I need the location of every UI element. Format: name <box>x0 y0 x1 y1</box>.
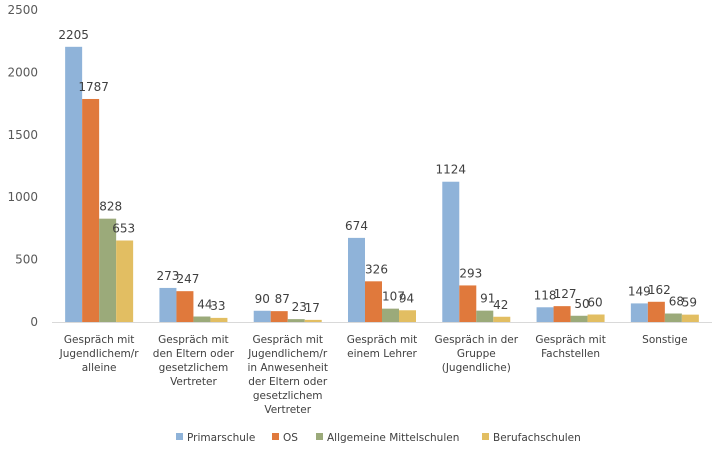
data-label: 17 <box>305 301 320 315</box>
bar <box>99 218 117 322</box>
category-label: Gespräch mit einem Lehrer <box>347 334 418 360</box>
bar <box>116 240 134 322</box>
data-label: 68 <box>669 295 684 309</box>
category-labels: Gespräch mit Jugendlichem/r alleine Gespräc… <box>59 334 688 416</box>
bar <box>681 314 699 322</box>
y-tick-label: 1000 <box>7 190 38 204</box>
data-label: 247 <box>176 272 199 286</box>
bar <box>304 319 322 322</box>
data-label: 90 <box>255 292 270 306</box>
legend-swatch <box>482 433 489 440</box>
legend: Primarschule OS Allgemeine Mittelschulen Be… <box>176 432 581 444</box>
legend-label: OS <box>283 432 298 444</box>
data-label: 273 <box>156 269 179 283</box>
data-label: 42 <box>493 298 508 312</box>
data-label: 1124 <box>436 163 467 177</box>
bar <box>348 237 365 322</box>
data-label: 293 <box>459 266 482 280</box>
bar <box>476 310 494 322</box>
bar <box>82 98 100 323</box>
bars <box>65 46 699 323</box>
category-label: Gespräch mit Jugendlichem/r in Anwesenheit… <box>247 334 328 416</box>
legend-label: Primarschule <box>187 432 255 444</box>
bar <box>270 311 288 322</box>
bar <box>459 285 477 322</box>
legend-label: Allgemeine Mittelschulen <box>327 432 459 444</box>
bar <box>493 316 511 322</box>
data-label: 94 <box>399 291 414 305</box>
data-label: 326 <box>365 262 388 276</box>
bar <box>442 181 460 322</box>
data-label: 162 <box>648 283 671 297</box>
bar <box>287 319 305 322</box>
bar <box>647 301 665 322</box>
bar <box>570 315 588 322</box>
category-label: Sonstige <box>642 334 687 346</box>
legend-swatch <box>316 433 323 440</box>
y-tick-label: 2500 <box>7 3 38 17</box>
data-label: 59 <box>682 296 697 310</box>
category-label: Gespräch mit den Eltern oder gesetzlichem V… <box>153 334 235 388</box>
y-tick-label: 1500 <box>7 128 38 142</box>
bar <box>664 313 682 322</box>
data-label: 50 <box>574 297 589 311</box>
bar <box>382 308 399 322</box>
bar <box>587 314 605 322</box>
bar <box>176 291 194 322</box>
bar <box>210 317 228 322</box>
data-label: 1787 <box>78 80 109 94</box>
y-axis-ticks: 0 500 1000 1500 2000 2500 <box>7 3 38 329</box>
data-label: 107 <box>382 290 405 304</box>
legend-swatch <box>176 433 183 440</box>
data-label: 674 <box>345 219 368 233</box>
bar <box>399 310 416 322</box>
bar <box>536 307 554 322</box>
bar <box>159 287 177 322</box>
category-label: Gespräch mit Jugendlichem/r alleine <box>59 334 140 374</box>
data-label: 2205 <box>58 28 89 42</box>
bar <box>65 46 83 322</box>
bar <box>365 281 382 322</box>
y-tick-label: 0 <box>30 315 38 329</box>
data-label: 828 <box>99 200 122 214</box>
data-label: 127 <box>554 287 577 301</box>
data-label: 91 <box>480 292 495 306</box>
legend-swatch <box>272 433 279 440</box>
bar <box>193 316 211 322</box>
data-label: 149 <box>628 284 651 298</box>
data-label: 87 <box>275 292 290 306</box>
y-tick-label: 500 <box>15 253 38 267</box>
data-label: 118 <box>534 288 557 302</box>
legend-label: Berufachschulen <box>493 432 581 444</box>
y-tick-label: 2000 <box>7 65 38 79</box>
data-label: 653 <box>112 222 135 236</box>
data-label: 23 <box>292 300 307 314</box>
data-label: 44 <box>197 298 212 312</box>
bar <box>253 310 271 322</box>
bar <box>630 303 648 322</box>
data-label: 60 <box>587 296 602 310</box>
category-label: Gespräch mit Fachstellen <box>535 334 606 360</box>
bar <box>553 306 571 322</box>
data-label: 33 <box>210 299 225 313</box>
category-label: Gespräch in der Gruppe (Jugendliche) <box>434 334 518 374</box>
